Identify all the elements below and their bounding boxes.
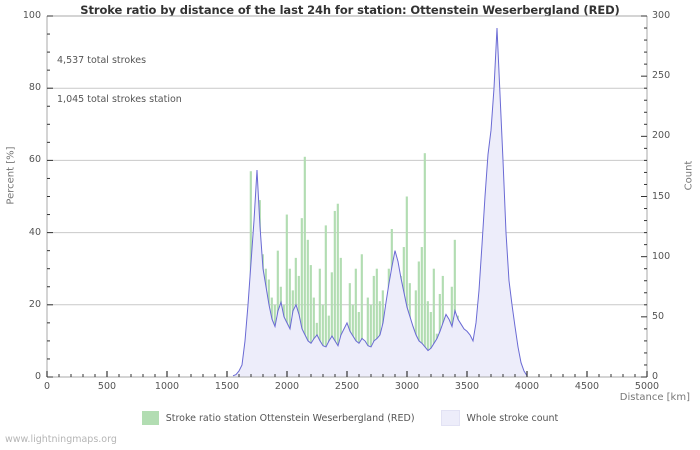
x-tick-3500: 3500	[454, 381, 480, 392]
y-right-tick-200: 200	[652, 130, 671, 142]
annotation-total-strokes: 4,537 total strokes	[57, 55, 147, 66]
y-left-tick-0: 0	[34, 371, 41, 382]
x-tick-4500: 4500	[574, 381, 600, 392]
x-tick-5000: 5000	[634, 381, 660, 392]
watermark: www.lightningmaps.org	[5, 434, 117, 445]
chart-legend: Stroke ratio station Ottenstein Weserber…	[0, 410, 700, 426]
legend-item-whole-stroke-count: Whole stroke count	[440, 410, 559, 426]
area-series-whole-stroke-count	[233, 28, 527, 378]
y-right-tick-300: 300	[652, 10, 671, 21]
x-tick-1000: 1000	[154, 381, 180, 392]
y-right-tick-250: 250	[652, 70, 671, 82]
y-right-tick-50: 50	[652, 310, 665, 322]
legend-label-whole-stroke-count: Whole stroke count	[466, 412, 559, 424]
y-right-tick-0: 0	[652, 371, 659, 382]
x-axis-label: Distance [km]	[619, 392, 690, 403]
y-right-tick-150: 150	[652, 190, 671, 202]
y-left-tick-40: 40	[28, 226, 41, 238]
chart-title: Stroke ratio by distance of the last 24h…	[80, 3, 620, 17]
legend-swatch-stroke-ratio	[141, 411, 159, 425]
y-left-tick-60: 60	[28, 154, 41, 166]
y-left-tick-100: 100	[22, 10, 41, 21]
y-left-tick-20: 20	[28, 298, 41, 310]
bar-series-stroke-ratio	[240, 153, 498, 377]
x-tick-4000: 4000	[514, 381, 540, 392]
y-right-tick-100: 100	[652, 250, 671, 262]
legend-swatch-whole-stroke-count	[440, 410, 460, 426]
x-tick-500: 500	[97, 381, 117, 392]
annotation-total-strokes-station: 1,045 total strokes station	[57, 94, 182, 105]
y-left-tick-80: 80	[28, 82, 41, 94]
legend-label-stroke-ratio: Stroke ratio station Ottenstein Weserber…	[165, 412, 415, 424]
chart-annotation: 4,537 total strokes 1,045 total strokes …	[57, 28, 182, 132]
y-axis-left-label: Percent [%]	[5, 146, 17, 205]
legend-item-stroke-ratio: Stroke ratio station Ottenstein Weserber…	[141, 411, 415, 425]
x-tick-2500: 2500	[334, 381, 360, 392]
x-tick-1500: 1500	[214, 381, 240, 392]
x-tick-2000: 2000	[274, 381, 300, 392]
line-series-whole-stroke-count	[232, 28, 528, 377]
x-tick-0: 0	[43, 381, 51, 392]
x-tick-3000: 3000	[394, 381, 420, 392]
